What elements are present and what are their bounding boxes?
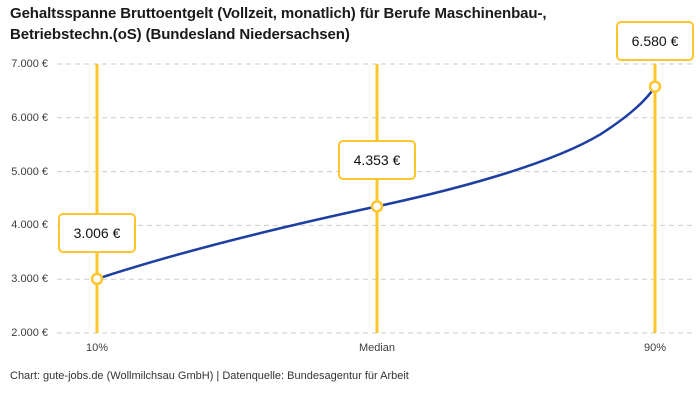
chart-title: Gehaltsspanne Bruttoentgelt (Vollzeit, m… [10,3,547,45]
x-axis-tick-label: 10% [85,342,109,354]
data-point-Median [370,200,384,213]
y-axis-tick-label: 2.000 € [11,327,48,339]
value-label-box: 4.353 € [338,140,416,180]
y-axis-tick-label: 6.000 € [11,112,48,124]
y-axis-tick-label: 4.000 € [11,219,48,231]
x-axis-tick-label: 90% [643,342,667,354]
chart-title-line1: Gehaltsspanne Bruttoentgelt (Vollzeit, m… [10,5,547,22]
chart-title-line2: Betriebstechn.(oS) (Bundesland Niedersac… [10,26,350,43]
y-axis-tick-label: 3.000 € [11,273,48,285]
salary-curve [95,85,657,281]
value-label-box: 3.006 € [58,213,136,253]
value-label-box: 6.580 € [616,21,694,61]
y-axis-tick-label: 5.000 € [11,166,48,178]
data-point-90% [648,80,662,93]
y-axis-tick-label: 7.000 € [11,58,48,70]
data-point-10% [90,272,104,286]
attribution-text: Chart: gute-jobs.de (Wollmilchsau GmbH) … [10,370,409,382]
x-axis-tick-label: Median [358,342,396,354]
